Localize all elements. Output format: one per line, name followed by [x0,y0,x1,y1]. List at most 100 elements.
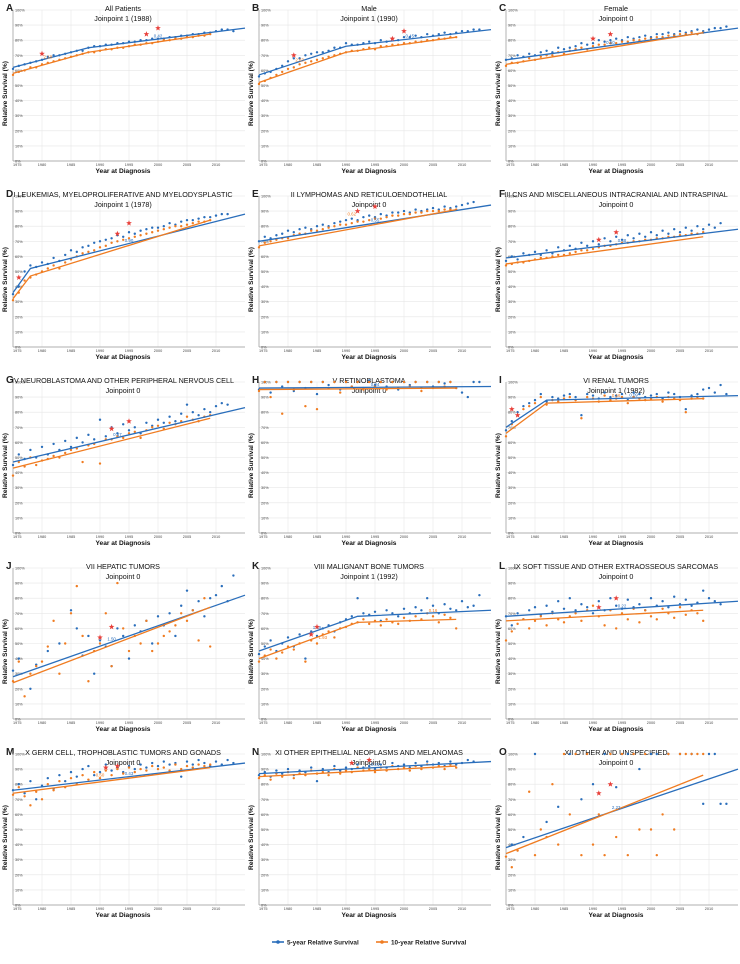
y-tick-label: 90% [15,768,23,772]
data-point [185,760,189,763]
y-tick-label: 50% [261,84,269,88]
x-tick-label: 1980 [38,349,46,353]
data-point [562,48,566,51]
data-point [116,240,119,243]
data-point [226,212,229,216]
data-point [139,763,142,766]
panel-subtitle: Joinpoint 1 (1992) [340,572,398,581]
x-tick-label: 2000 [154,535,162,539]
data-point [35,463,38,467]
y-tick-label: 70% [15,54,23,58]
data-point [87,634,90,638]
data-point [379,380,382,384]
data-point [356,380,359,384]
data-point [356,597,359,600]
x-tick-label: 1980 [38,907,46,911]
y-tick-label: 10% [15,888,23,892]
marker-star-icon [508,406,515,412]
data-point [397,622,400,626]
marker-star-icon [114,230,121,237]
y-tick-label: 10% [261,330,269,334]
x-tick-label: 1990 [342,349,350,353]
data-point [356,763,359,766]
data-point [98,240,102,243]
data-point [437,32,440,36]
x-tick-label: 1995 [125,349,133,353]
x-tick-label: 1980 [531,535,539,539]
data-point [455,766,458,769]
data-point [545,820,548,824]
data-point [98,776,102,780]
legend: 5-year Relative Survival 10-year Relative… [272,939,467,946]
data-point [87,680,90,683]
data-point [180,775,183,778]
y-axis-label: Relative Survival (%) [248,61,255,126]
data-point [46,55,49,59]
y-tick-label: 40% [261,657,269,661]
y-tick-label: 90% [508,582,516,586]
y-tick-label: 100% [508,381,518,385]
panel-title: XI OTHER EPITHELIAL NEOPLASMS AND MELANO… [275,748,463,757]
apc-label: 0.67 [113,432,122,437]
data-point [220,28,223,31]
data-point [586,43,589,46]
apc-label: 0.45 [406,33,415,38]
x-axis-label: Year at Diagnosis [96,726,151,733]
x-tick-label: 1995 [371,163,379,167]
data-point [145,232,148,235]
data-point [443,382,446,385]
trend-line-10yr [12,606,211,684]
data-point [203,597,206,600]
data-point [156,615,160,618]
x-axis-label: Year at Diagnosis [342,168,397,175]
apc-label: 0.50 [606,40,615,45]
data-point [644,37,647,40]
data-point [431,209,435,213]
y-tick-label: 10% [261,516,269,520]
y-tick-label: 60% [15,441,23,445]
x-tick-label: 1990 [342,907,350,911]
x-tick-label: 1985 [67,907,75,911]
data-point [690,604,693,607]
data-point [516,622,519,626]
x-tick-label: 1985 [560,535,568,539]
data-point [304,54,307,57]
data-point [437,621,440,624]
y-tick-label: 10% [261,702,269,706]
data-point [603,40,606,43]
data-point [707,223,711,226]
data-point [609,240,612,243]
data-point [35,664,38,668]
data-point [257,652,261,656]
panel-title: I LEUKEMIAS, MYELOPROLIFERATIVE AND MYEL… [13,190,232,199]
x-tick-label: 1975 [506,535,514,539]
y-axis-label: Relative Survival (%) [248,805,255,870]
data-point [568,244,571,248]
y-tick-label: 50% [15,456,23,460]
data-point [449,616,452,620]
x-tick-label: 1985 [67,535,75,539]
y-tick-label: 0% [261,346,267,350]
y-tick-label: 90% [261,582,269,586]
data-point [209,645,212,648]
y-tick-label: 30% [508,486,516,490]
data-point [362,618,365,621]
data-point [133,770,136,774]
x-tick-label: 1990 [589,349,597,353]
data-point [232,574,235,577]
data-point [304,404,307,408]
x-tick-label: 1975 [259,163,267,167]
data-point [684,407,687,411]
data-point [719,221,722,225]
data-point [673,828,676,831]
y-tick-label: 80% [261,411,269,415]
data-point [562,394,566,397]
y-tick-label: 0% [508,160,514,164]
data-point [104,612,108,615]
y-tick-label: 90% [15,396,23,400]
data-point [626,35,629,39]
data-point [713,26,716,30]
data-point [104,435,108,438]
x-axis-label: Year at Diagnosis [589,726,644,733]
